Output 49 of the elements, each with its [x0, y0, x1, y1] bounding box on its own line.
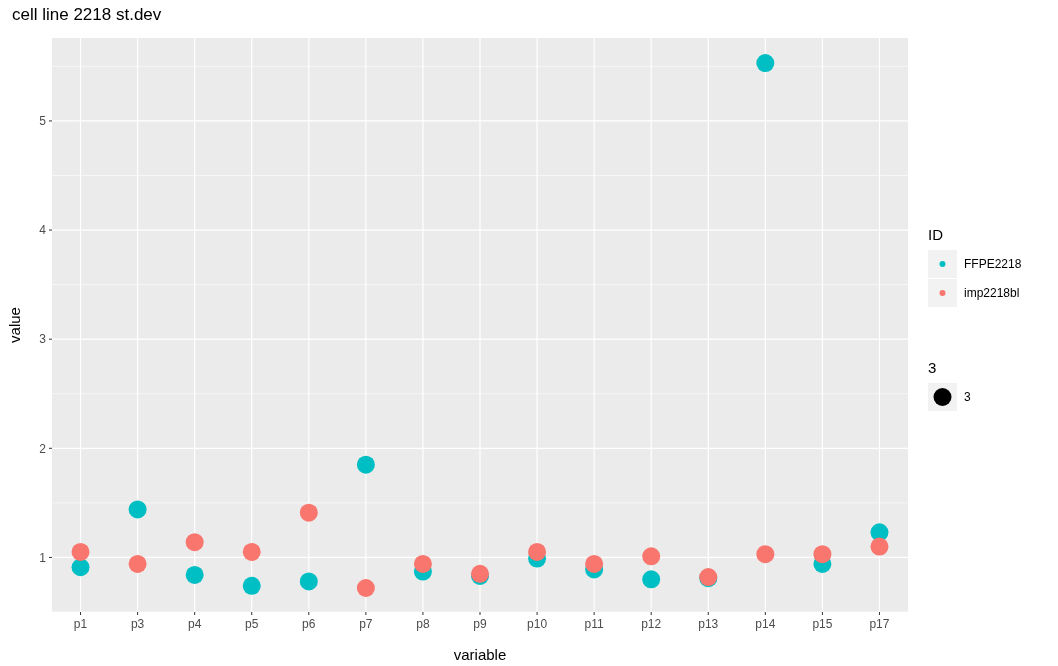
y-tick-label: 3 — [39, 332, 47, 347]
x-tick-label: p8 — [416, 617, 430, 631]
x-tick-label: p7 — [359, 617, 373, 631]
point — [642, 547, 661, 566]
y-tick-label: 4 — [39, 223, 47, 238]
x-tick-label: p14 — [755, 617, 776, 631]
point — [870, 537, 889, 556]
y-tick-label: 1 — [39, 550, 47, 565]
x-tick-label: p11 — [584, 617, 605, 631]
x-tick-label: p17 — [869, 617, 890, 631]
text: 3 — [964, 390, 971, 405]
point — [813, 545, 832, 564]
y-tick-label: 2 — [39, 441, 47, 456]
x-tick-label: p5 — [245, 617, 259, 631]
point — [242, 576, 261, 595]
point — [642, 570, 661, 589]
x-tick-label: p3 — [130, 617, 145, 631]
chart-title: cell line 2218 st.dev — [12, 5, 162, 24]
legend-label: imp2218bl — [964, 286, 1020, 301]
legend-title: ID — [928, 226, 944, 243]
point — [528, 542, 547, 561]
y-axis-title: value — [6, 307, 23, 343]
point — [356, 455, 375, 474]
point — [185, 565, 204, 584]
x-tick-label: p1 — [73, 617, 88, 631]
point — [413, 554, 432, 573]
x-tick-label: p4 — [187, 617, 202, 631]
point — [128, 500, 147, 519]
y-tick-label: 5 — [39, 114, 47, 129]
x-axis-title: variable — [453, 646, 507, 663]
x-tick-label: p9 — [473, 617, 487, 631]
x-tick-label: p12 — [641, 617, 662, 631]
point — [585, 554, 604, 573]
text: 3 — [928, 359, 937, 376]
point — [71, 558, 90, 577]
x-tick-label: p13 — [698, 617, 719, 631]
point — [356, 578, 375, 597]
point — [185, 533, 204, 552]
point — [756, 545, 775, 564]
point — [242, 542, 261, 561]
point — [299, 503, 318, 522]
point — [299, 572, 318, 591]
x-tick-label: p10 — [527, 617, 548, 631]
x-tick-label: p15 — [812, 617, 833, 631]
point — [128, 554, 147, 573]
legend-label: FFPE2218 — [964, 257, 1022, 272]
point — [756, 54, 775, 73]
point — [71, 542, 90, 561]
x-tick-label: p6 — [302, 617, 316, 631]
